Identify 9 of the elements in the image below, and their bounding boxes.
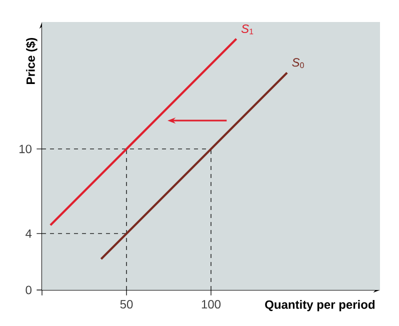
y-tick-label: 0	[26, 286, 32, 294]
x-axis-title: Quantity per period	[265, 300, 374, 312]
y-axis-title: Price ($)	[26, 38, 38, 84]
series-label: S$_{1}$	[241, 24, 254, 34]
x-tick-label: 100	[202, 300, 221, 309]
x-tick-label: 50	[120, 300, 133, 309]
y-tick-label: 4	[26, 229, 32, 238]
series-label: S$_{0}$	[292, 58, 304, 68]
y-tick-label: 10	[20, 144, 32, 154]
